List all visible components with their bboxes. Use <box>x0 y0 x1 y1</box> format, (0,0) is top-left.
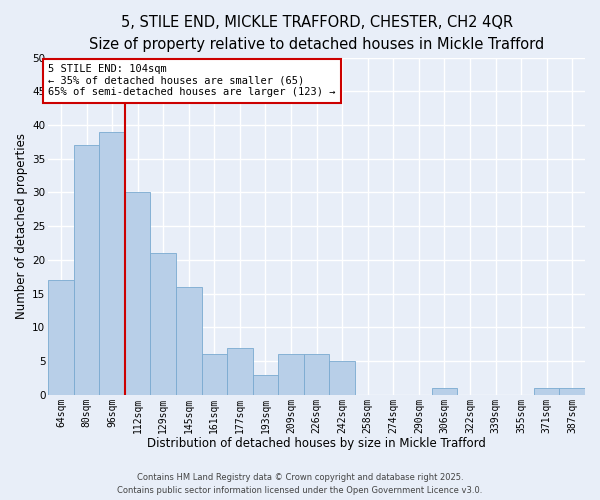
Text: 5 STILE END: 104sqm
← 35% of detached houses are smaller (65)
65% of semi-detach: 5 STILE END: 104sqm ← 35% of detached ho… <box>48 64 335 98</box>
Y-axis label: Number of detached properties: Number of detached properties <box>15 133 28 319</box>
Bar <box>329 361 355 395</box>
Bar <box>304 354 329 395</box>
Bar <box>559 388 585 395</box>
Text: Contains HM Land Registry data © Crown copyright and database right 2025.
Contai: Contains HM Land Registry data © Crown c… <box>118 474 482 495</box>
Bar <box>176 287 202 395</box>
Bar <box>278 354 304 395</box>
Title: 5, STILE END, MICKLE TRAFFORD, CHESTER, CH2 4QR
Size of property relative to det: 5, STILE END, MICKLE TRAFFORD, CHESTER, … <box>89 15 544 52</box>
Bar <box>431 388 457 395</box>
X-axis label: Distribution of detached houses by size in Mickle Trafford: Distribution of detached houses by size … <box>147 437 486 450</box>
Bar <box>74 145 100 395</box>
Bar <box>125 192 151 395</box>
Bar <box>151 253 176 395</box>
Bar <box>534 388 559 395</box>
Bar <box>100 132 125 395</box>
Bar <box>227 348 253 395</box>
Bar <box>48 280 74 395</box>
Bar <box>202 354 227 395</box>
Bar <box>253 374 278 395</box>
